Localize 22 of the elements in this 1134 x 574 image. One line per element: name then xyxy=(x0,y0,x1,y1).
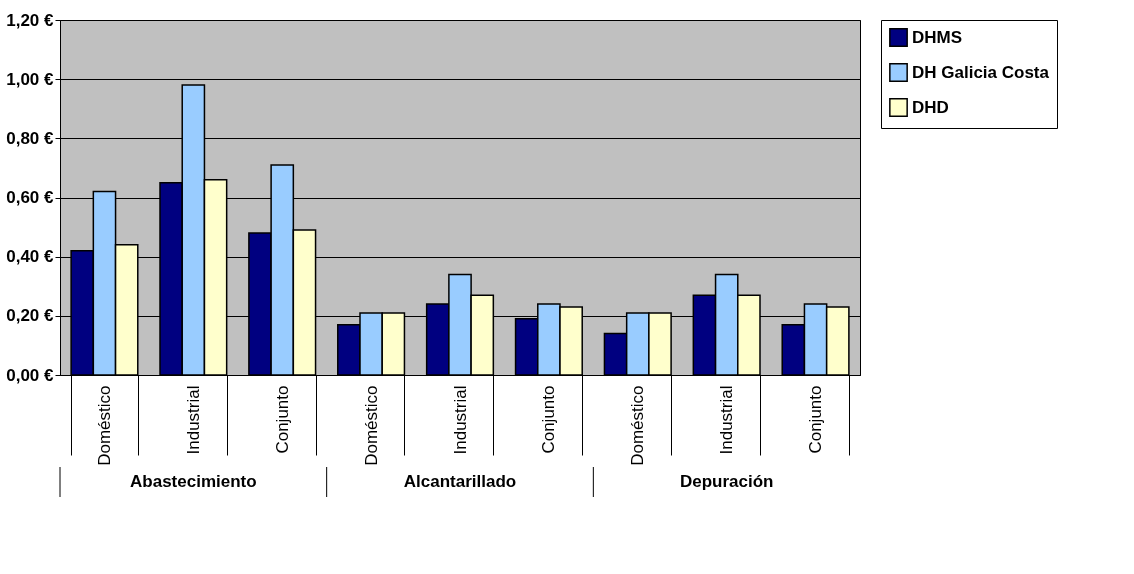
y-tick-label: 0,40 € xyxy=(6,247,55,267)
x-tick-label: Conjunto xyxy=(272,385,292,454)
x-tick-label: Doméstico xyxy=(361,385,381,466)
x-tick-label: Industrial xyxy=(450,385,470,455)
x-tick-label: Doméstico xyxy=(628,385,648,466)
x-tick-label: Doméstico xyxy=(94,385,114,466)
legend-label: DHMS xyxy=(912,27,963,47)
legend-label: DHD xyxy=(912,97,949,117)
text: Abastecimiento xyxy=(130,472,257,491)
text: Depuración xyxy=(679,472,774,491)
x-tick-label: Industrial xyxy=(183,385,203,455)
y-tick-label: 1,00 € xyxy=(6,69,55,89)
y-tick-label: 0,60 € xyxy=(6,188,55,207)
y-tick-label: 0,20 € xyxy=(6,306,55,326)
legend-label: DH Galicia Costa xyxy=(912,62,1050,82)
y-tick-label: 1,20 € xyxy=(6,10,55,30)
x-tick-label: Industrial xyxy=(717,385,737,455)
x-tick-label: Conjunto xyxy=(806,385,826,454)
x-tick-label: Conjunto xyxy=(539,385,559,454)
y-tick-label: 0,00 € xyxy=(6,365,55,385)
text: Alcantarillado xyxy=(403,472,517,491)
y-tick-label: 0,80 € xyxy=(6,128,55,148)
